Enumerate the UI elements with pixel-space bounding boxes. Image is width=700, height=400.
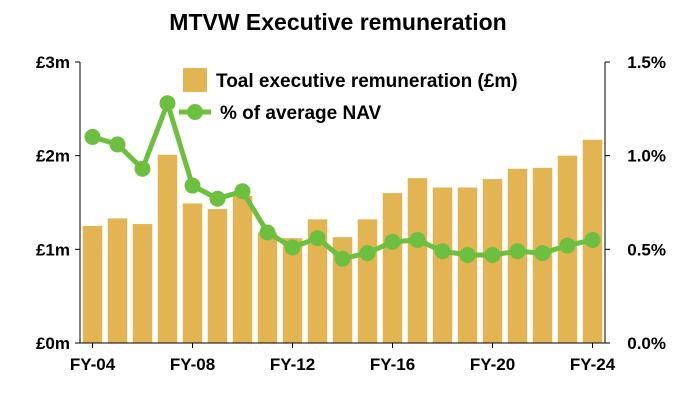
y-left-tick-label: £3m <box>36 53 70 72</box>
bar-FY-06 <box>132 224 153 343</box>
legend: Toal executive remuneration (£m) % of av… <box>179 68 518 124</box>
nav-point-FY-17 <box>409 231 426 248</box>
x-tick-label: FY-20 <box>470 355 515 374</box>
bar-FY-18 <box>432 187 453 343</box>
y-left-tick-label: £1m <box>36 240 70 259</box>
x-tick-label: FY-12 <box>270 355 315 374</box>
bar-FY-05 <box>107 218 128 343</box>
legend-swatch-bars <box>183 68 207 92</box>
legend-marker-nav <box>187 104 203 120</box>
nav-point-FY-16 <box>384 233 401 250</box>
x-tick-label: FY-04 <box>70 355 116 374</box>
bar-FY-08 <box>182 203 203 343</box>
chart-title: MTVW Executive remuneration <box>169 9 506 35</box>
nav-point-FY-14 <box>334 250 351 267</box>
y-left-tick-label: £0m <box>36 334 70 353</box>
bar-FY-09 <box>207 209 228 343</box>
x-tick-label: FY-24 <box>570 355 616 374</box>
y-left-tick-label: £2m <box>36 147 70 166</box>
bar-FY-10 <box>232 195 253 343</box>
nav-point-FY-08 <box>184 177 201 194</box>
y-right-tick-label: 1.5% <box>627 53 666 72</box>
nav-point-FY-13 <box>309 230 326 247</box>
nav-point-FY-23 <box>559 237 576 254</box>
nav-point-FY-22 <box>534 245 551 262</box>
nav-point-FY-11 <box>259 224 276 241</box>
nav-point-FY-04 <box>84 128 101 145</box>
nav-point-FY-20 <box>484 246 501 263</box>
y-right-tick-label: 0.5% <box>627 240 666 259</box>
nav-point-FY-21 <box>509 243 526 260</box>
bar-FY-07 <box>157 154 178 343</box>
plot-area: £0m £1m £2m £3m 0.0% 0.5% 1.0% 1.5% FY-04 FY-08 FY… <box>36 53 666 374</box>
bar-FY-15 <box>357 219 378 343</box>
legend-label-nav: % of average NAV <box>220 103 382 124</box>
nav-point-FY-12 <box>284 239 301 256</box>
nav-point-FY-09 <box>209 190 226 207</box>
x-tick-label: FY-08 <box>170 355 215 374</box>
nav-point-FY-18 <box>434 243 451 260</box>
nav-point-FY-10 <box>234 183 251 200</box>
y-right-tick-label: 0.0% <box>627 334 666 353</box>
nav-point-FY-06 <box>134 160 151 177</box>
bar-FY-04 <box>82 225 103 343</box>
x-tick-label: FY-16 <box>370 355 415 374</box>
nav-point-FY-05 <box>109 136 126 153</box>
nav-point-FY-07 <box>159 95 176 112</box>
bar-FY-16 <box>382 193 403 343</box>
nav-point-FY-24 <box>584 231 601 248</box>
bar-FY-17 <box>407 178 428 343</box>
bar-FY-12 <box>282 238 303 343</box>
legend-label-bars: Toal executive remuneration (£m) <box>216 71 518 92</box>
nav-point-FY-15 <box>359 245 376 262</box>
bar-FY-11 <box>257 232 278 343</box>
bar-FY-19 <box>457 187 478 343</box>
bar-FY-13 <box>307 219 328 343</box>
nav-point-FY-19 <box>459 246 476 263</box>
y-right-tick-label: 1.0% <box>627 147 666 166</box>
